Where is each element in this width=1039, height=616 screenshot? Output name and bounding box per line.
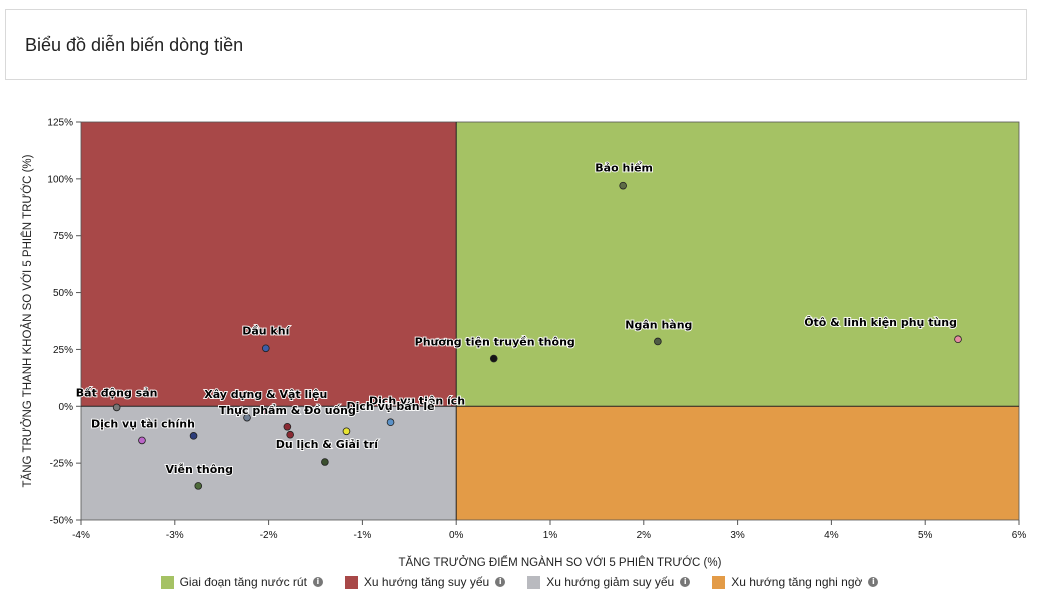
x-tick-label: 0%	[449, 530, 464, 541]
legend-item-weakening-downtrend[interactable]: Xu hướng giảm suy yếu i	[527, 575, 691, 589]
data-point[interactable]	[261, 407, 270, 415]
y-tick-label: 25%	[53, 345, 73, 356]
x-tick-label: 4%	[824, 530, 839, 541]
data-point[interactable]	[112, 403, 121, 412]
data-point[interactable]	[489, 354, 498, 363]
quadrant-0	[456, 122, 1019, 407]
data-label: Dầu khí	[242, 324, 290, 337]
y-tick-label: -25%	[50, 459, 73, 470]
x-tick-label: -3%	[166, 530, 184, 541]
data-label: Thực phẩm & Đồ uống	[219, 404, 356, 417]
chart-title: Biểu đồ diễn biến dòng tiền	[25, 35, 244, 55]
y-tick-label: 50%	[53, 288, 73, 299]
legend-label: Xu hướng tăng suy yếu	[363, 575, 490, 589]
data-label: Dịch vụ tài chính	[91, 417, 195, 430]
data-point[interactable]	[189, 432, 198, 440]
y-axis-title: TĂNG TRƯỞNG THANH KHOẢN SO VỚI 5 PHIÊN T…	[21, 154, 34, 487]
y-tick-label: 100%	[47, 174, 73, 185]
data-point[interactable]	[386, 418, 395, 427]
x-tick-label: -1%	[354, 530, 372, 541]
legend-swatch	[344, 575, 358, 589]
y-tick-label: -50%	[50, 516, 73, 527]
legend-item-doubtful-uptrend[interactable]: Xu hướng tăng nghi ngờ i	[712, 575, 879, 589]
data-label: Bảo hiểm	[595, 162, 653, 175]
data-point[interactable]	[321, 458, 329, 466]
legend-label: Xu hướng giảm suy yếu	[546, 575, 675, 589]
x-tick-label: -2%	[260, 530, 278, 541]
x-tick-label: 3%	[730, 530, 745, 541]
quadrant-2	[81, 406, 457, 520]
x-tick-label: 2%	[637, 530, 652, 541]
legend-swatch	[527, 575, 541, 589]
x-tick-label: 1%	[543, 530, 558, 541]
money-flow-scatter-chart: -4% -3% -2% -1% 0% 1% 2% 3% 4% 5% 6% -50% -25% 0% 25% 5…	[21, 118, 1026, 570]
legend-swatch	[160, 575, 174, 589]
legend-swatch	[712, 575, 726, 589]
quadrant-backgrounds	[81, 122, 1019, 520]
legend-label: Xu hướng tăng nghi ngờ	[731, 575, 863, 589]
y-tick-label: 0%	[59, 402, 74, 413]
data-points	[112, 181, 962, 490]
data-point[interactable]	[243, 413, 251, 422]
data-point[interactable]	[286, 430, 294, 439]
data-label: Xây dựng & Vật liệu	[204, 388, 327, 401]
data-labels: Bảo hiểm Ngân hàng Ôtô & linh kiện phụ tùn…	[75, 161, 958, 477]
data-label: Viễn thông	[165, 463, 233, 476]
legend-label: Giai đoạn tăng nước rút	[179, 575, 307, 589]
x-axis-title: TĂNG TRƯỞNG ĐIỂM NGÀNH SO VỚI 5 PHIÊN TR…	[399, 556, 722, 569]
data-point[interactable]	[261, 344, 270, 353]
info-icon[interactable]: i	[495, 577, 506, 587]
data-point[interactable]	[654, 337, 662, 346]
data-label: Ngân hàng	[625, 318, 692, 331]
legend-item-rally[interactable]: Giai đoạn tăng nước rút i	[160, 575, 323, 589]
data-label: Du lịch & Giải trí	[276, 438, 379, 451]
data-point[interactable]	[138, 436, 146, 445]
data-label: Ôtô & linh kiện phụ tùng	[804, 316, 957, 329]
data-label: Bất động sản	[76, 386, 158, 399]
chart-legend: Giai đoạn tăng nước rút i Xu hướng tăng …	[0, 575, 1039, 589]
chart-card-header: Biểu đồ diễn biến dòng tiền	[5, 9, 1027, 80]
data-label: Dịch vụ bán lẻ	[346, 400, 434, 413]
chart-axes: -4% -3% -2% -1% 0% 1% 2% 3% 4% 5% 6% -50% -25% 0% 25% 5…	[21, 118, 1026, 570]
data-point[interactable]	[194, 482, 203, 490]
quadrant-3	[456, 406, 1019, 520]
info-icon[interactable]: i	[868, 577, 879, 587]
data-point[interactable]	[619, 181, 627, 190]
x-tick-label: 6%	[1012, 530, 1027, 541]
legend-item-weakening-uptrend[interactable]: Xu hướng tăng suy yếu i	[344, 575, 506, 589]
data-label: Dịch vụ tiện ích	[369, 395, 465, 408]
y-tick-label: 75%	[53, 231, 73, 242]
quadrant-1	[81, 122, 457, 407]
info-icon[interactable]: i	[680, 577, 691, 587]
x-tick-label: -4%	[72, 530, 90, 541]
data-point[interactable]	[954, 335, 962, 343]
data-point[interactable]	[342, 427, 351, 436]
y-tick-label: 125%	[47, 118, 73, 129]
data-point[interactable]	[283, 422, 292, 431]
data-label: Phương tiện truyền thông	[415, 336, 575, 349]
x-tick-label: 5%	[918, 530, 933, 541]
info-icon[interactable]: i	[312, 577, 323, 587]
